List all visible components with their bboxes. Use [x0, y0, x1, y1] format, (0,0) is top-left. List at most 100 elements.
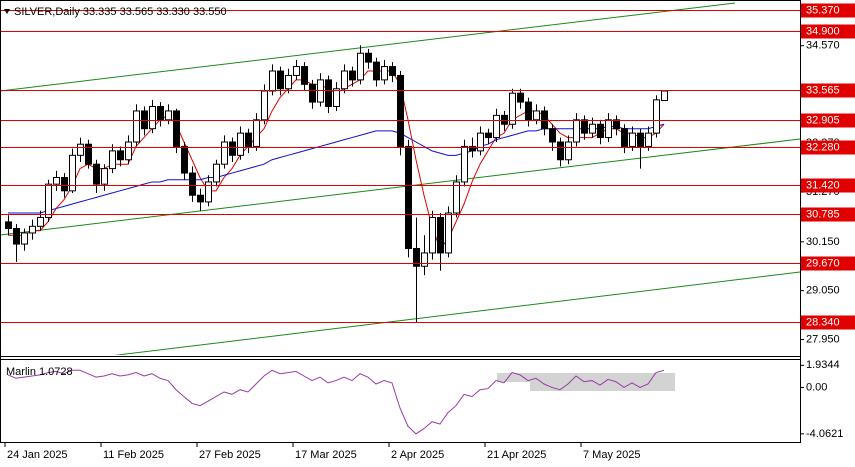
- candle-body: [541, 110, 548, 130]
- x-tick-label: 17 Mar 2025: [295, 449, 357, 461]
- candle-body: [621, 128, 628, 147]
- candle-body: [469, 145, 476, 152]
- level-label-box: [801, 178, 855, 193]
- candle-body: [229, 141, 236, 156]
- y-tick-label: 29.050: [806, 285, 840, 297]
- candle-body: [77, 143, 84, 156]
- candle-body: [285, 74, 292, 90]
- frame: [0, 0, 801, 443]
- candle-body: [661, 90, 668, 102]
- trend-line: [114, 271, 800, 355]
- candle-body: [477, 132, 484, 152]
- level-label-box: [801, 256, 855, 271]
- y-tick-label: -4.0621: [806, 428, 843, 440]
- candle-body: [445, 212, 452, 254]
- candle-body: [357, 52, 364, 81]
- candle-body: [429, 216, 436, 254]
- candle-body: [421, 252, 428, 267]
- candle-body: [125, 141, 132, 161]
- candle-body: [453, 181, 460, 214]
- y-tick-label: 27.950: [806, 333, 840, 345]
- candle-body: [493, 114, 500, 139]
- candle-body: [301, 66, 308, 85]
- candle-body: [341, 70, 348, 90]
- candle-body: [253, 119, 260, 147]
- level-label: 31.420: [806, 179, 840, 191]
- candle-body: [557, 141, 564, 161]
- x-tick-label: 27 Feb 2025: [199, 449, 261, 461]
- candle-body: [629, 132, 636, 147]
- plot-layer: 34.57032.37031.27030.15029.05027.95035.3…: [0, 3, 855, 461]
- candle-body: [221, 141, 228, 165]
- candle-body: [365, 52, 372, 63]
- candle-body: [405, 145, 412, 249]
- candle-body: [269, 70, 276, 92]
- y-tick-label: 34.570: [806, 40, 840, 52]
- level-label-box: [801, 207, 855, 222]
- indicator-title: Marlin 1.0728: [6, 366, 73, 378]
- candle-body: [565, 141, 572, 161]
- x-tick-label: 7 May 2025: [583, 449, 640, 461]
- level-label: 32.280: [806, 141, 840, 153]
- candle-body: [165, 110, 172, 121]
- y-tick-label: 1.9344: [806, 359, 840, 371]
- candle-body: [61, 177, 68, 192]
- candle-body: [141, 110, 148, 130]
- candle-body: [581, 119, 588, 134]
- candle-body: [653, 99, 660, 134]
- shade: [530, 382, 675, 391]
- indicator-line: [7, 369, 665, 435]
- x-tick-label: 11 Feb 2025: [103, 449, 164, 461]
- y-tick-label: 0.00: [806, 381, 827, 393]
- candle-body: [613, 119, 620, 130]
- candle-body: [213, 163, 220, 183]
- candle-body: [261, 90, 268, 121]
- level-label: 33.565: [806, 84, 840, 96]
- candle-body: [157, 106, 164, 121]
- candle-body: [413, 248, 420, 267]
- trend-line: [0, 2, 736, 92]
- trend-line: [0, 138, 800, 236]
- candle-body: [381, 66, 388, 81]
- candle-body: [149, 106, 156, 130]
- candle-body: [373, 61, 380, 81]
- level-label-box: [801, 3, 855, 18]
- trend-lines: [0, 2, 800, 355]
- candle-body: [37, 216, 44, 227]
- candle-body: [517, 92, 524, 103]
- chart-title: SILVER,Daily 33.335 33.565 33.330 33.550: [14, 6, 227, 18]
- candle-body: [45, 183, 52, 218]
- x-tick-label: 2 Apr 2025: [391, 449, 444, 461]
- level-label: 30.785: [806, 208, 840, 220]
- candle-body: [181, 145, 188, 174]
- level-label: 28.340: [806, 316, 840, 328]
- level-label-box: [801, 113, 855, 128]
- candle-body: [597, 123, 604, 139]
- candle-body: [645, 132, 652, 147]
- x-tick-label: 24 Jan 2025: [7, 449, 68, 461]
- level-label-box: [801, 83, 855, 98]
- candle-body: [69, 154, 76, 192]
- x-tick-label: 21 Apr 2025: [487, 449, 546, 461]
- level-label: 34.900: [806, 25, 840, 37]
- candle-body: [485, 132, 492, 139]
- candle-body: [549, 128, 556, 143]
- level-label: 29.670: [806, 257, 840, 269]
- level-label: 35.370: [806, 4, 840, 16]
- candle-body: [293, 66, 300, 76]
- candle-body: [509, 92, 516, 125]
- candle-body: [389, 66, 396, 76]
- candle-body: [189, 172, 196, 196]
- candle-body: [133, 110, 140, 143]
- candle-body: [109, 150, 116, 170]
- candle-body: [101, 168, 108, 185]
- candle-body: [349, 70, 356, 81]
- candle-body: [245, 132, 252, 147]
- candle-body: [325, 79, 332, 107]
- candle-body: [5, 221, 12, 230]
- candle-body: [501, 114, 508, 125]
- candle-body: [237, 132, 244, 156]
- candle-body: [461, 145, 468, 183]
- candle-body: [589, 123, 596, 134]
